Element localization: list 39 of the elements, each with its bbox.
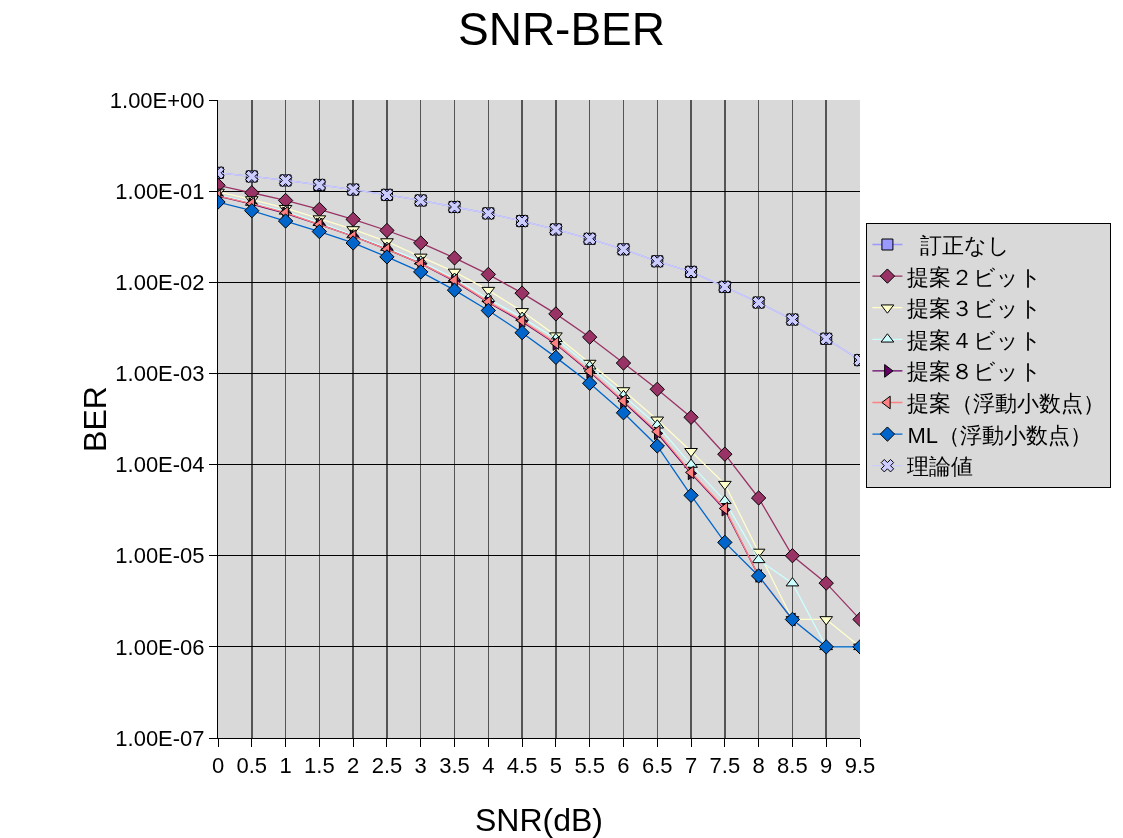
x-tick-label: 0 <box>211 753 225 779</box>
x-tick-label: 8.5 <box>777 753 808 779</box>
y-tick-label: 1.00E-07 <box>115 725 205 751</box>
x-tick-label: 6 <box>617 753 630 779</box>
x-tick-label: 2.5 <box>371 753 403 779</box>
x-tick-label: 4 <box>482 753 495 779</box>
x-tick-label: 2 <box>347 753 360 779</box>
y-tick-label: 1.00E-06 <box>115 634 205 660</box>
x-tick-label: 5.5 <box>574 753 605 779</box>
x-tick-label: 1.5 <box>304 753 335 779</box>
y-axis-title: BER <box>77 386 114 452</box>
legend-label: 訂正なし <box>907 233 1010 259</box>
y-tick-label: 1.00E-03 <box>115 361 205 387</box>
y-tick-label: 1.00E+00 <box>109 87 205 113</box>
legend-label: 提案８ビット <box>907 359 1043 385</box>
legend-label: 理論値 <box>907 454 974 480</box>
x-tick-label: 6.5 <box>641 753 673 779</box>
x-tick-label: 3 <box>414 753 427 779</box>
y-tick-label: 1.00E-04 <box>115 452 205 478</box>
legend-label: 提案（浮動小数点） <box>907 391 1106 417</box>
x-tick-label: 7 <box>684 753 698 779</box>
y-tick-label: 1.00E-02 <box>115 269 205 295</box>
y-tick-label: 1.00E-05 <box>115 543 205 569</box>
legend-label: 提案４ビット <box>907 327 1043 353</box>
x-tick-label: 9.5 <box>844 753 876 779</box>
x-tick-label: 4.5 <box>506 753 538 779</box>
legend-label: ML（浮動小数点） <box>907 422 1092 448</box>
legend-label: 提案２ビット <box>907 264 1043 290</box>
x-tick-label: 9 <box>820 753 833 779</box>
x-tick-label: 5 <box>549 753 563 779</box>
legend-label: 提案３ビット <box>907 296 1043 322</box>
x-tick-label: 1 <box>279 753 292 779</box>
x-tick-label: 7.5 <box>709 753 741 779</box>
x-tick-label: 3.5 <box>439 753 470 779</box>
y-tick-label: 1.00E-01 <box>115 178 205 204</box>
x-tick-label: 8 <box>752 753 765 779</box>
x-axis-title: SNR(dB) <box>474 802 604 838</box>
x-tick-label: 0.5 <box>236 753 268 779</box>
chart-title: SNR-BER <box>457 2 666 55</box>
